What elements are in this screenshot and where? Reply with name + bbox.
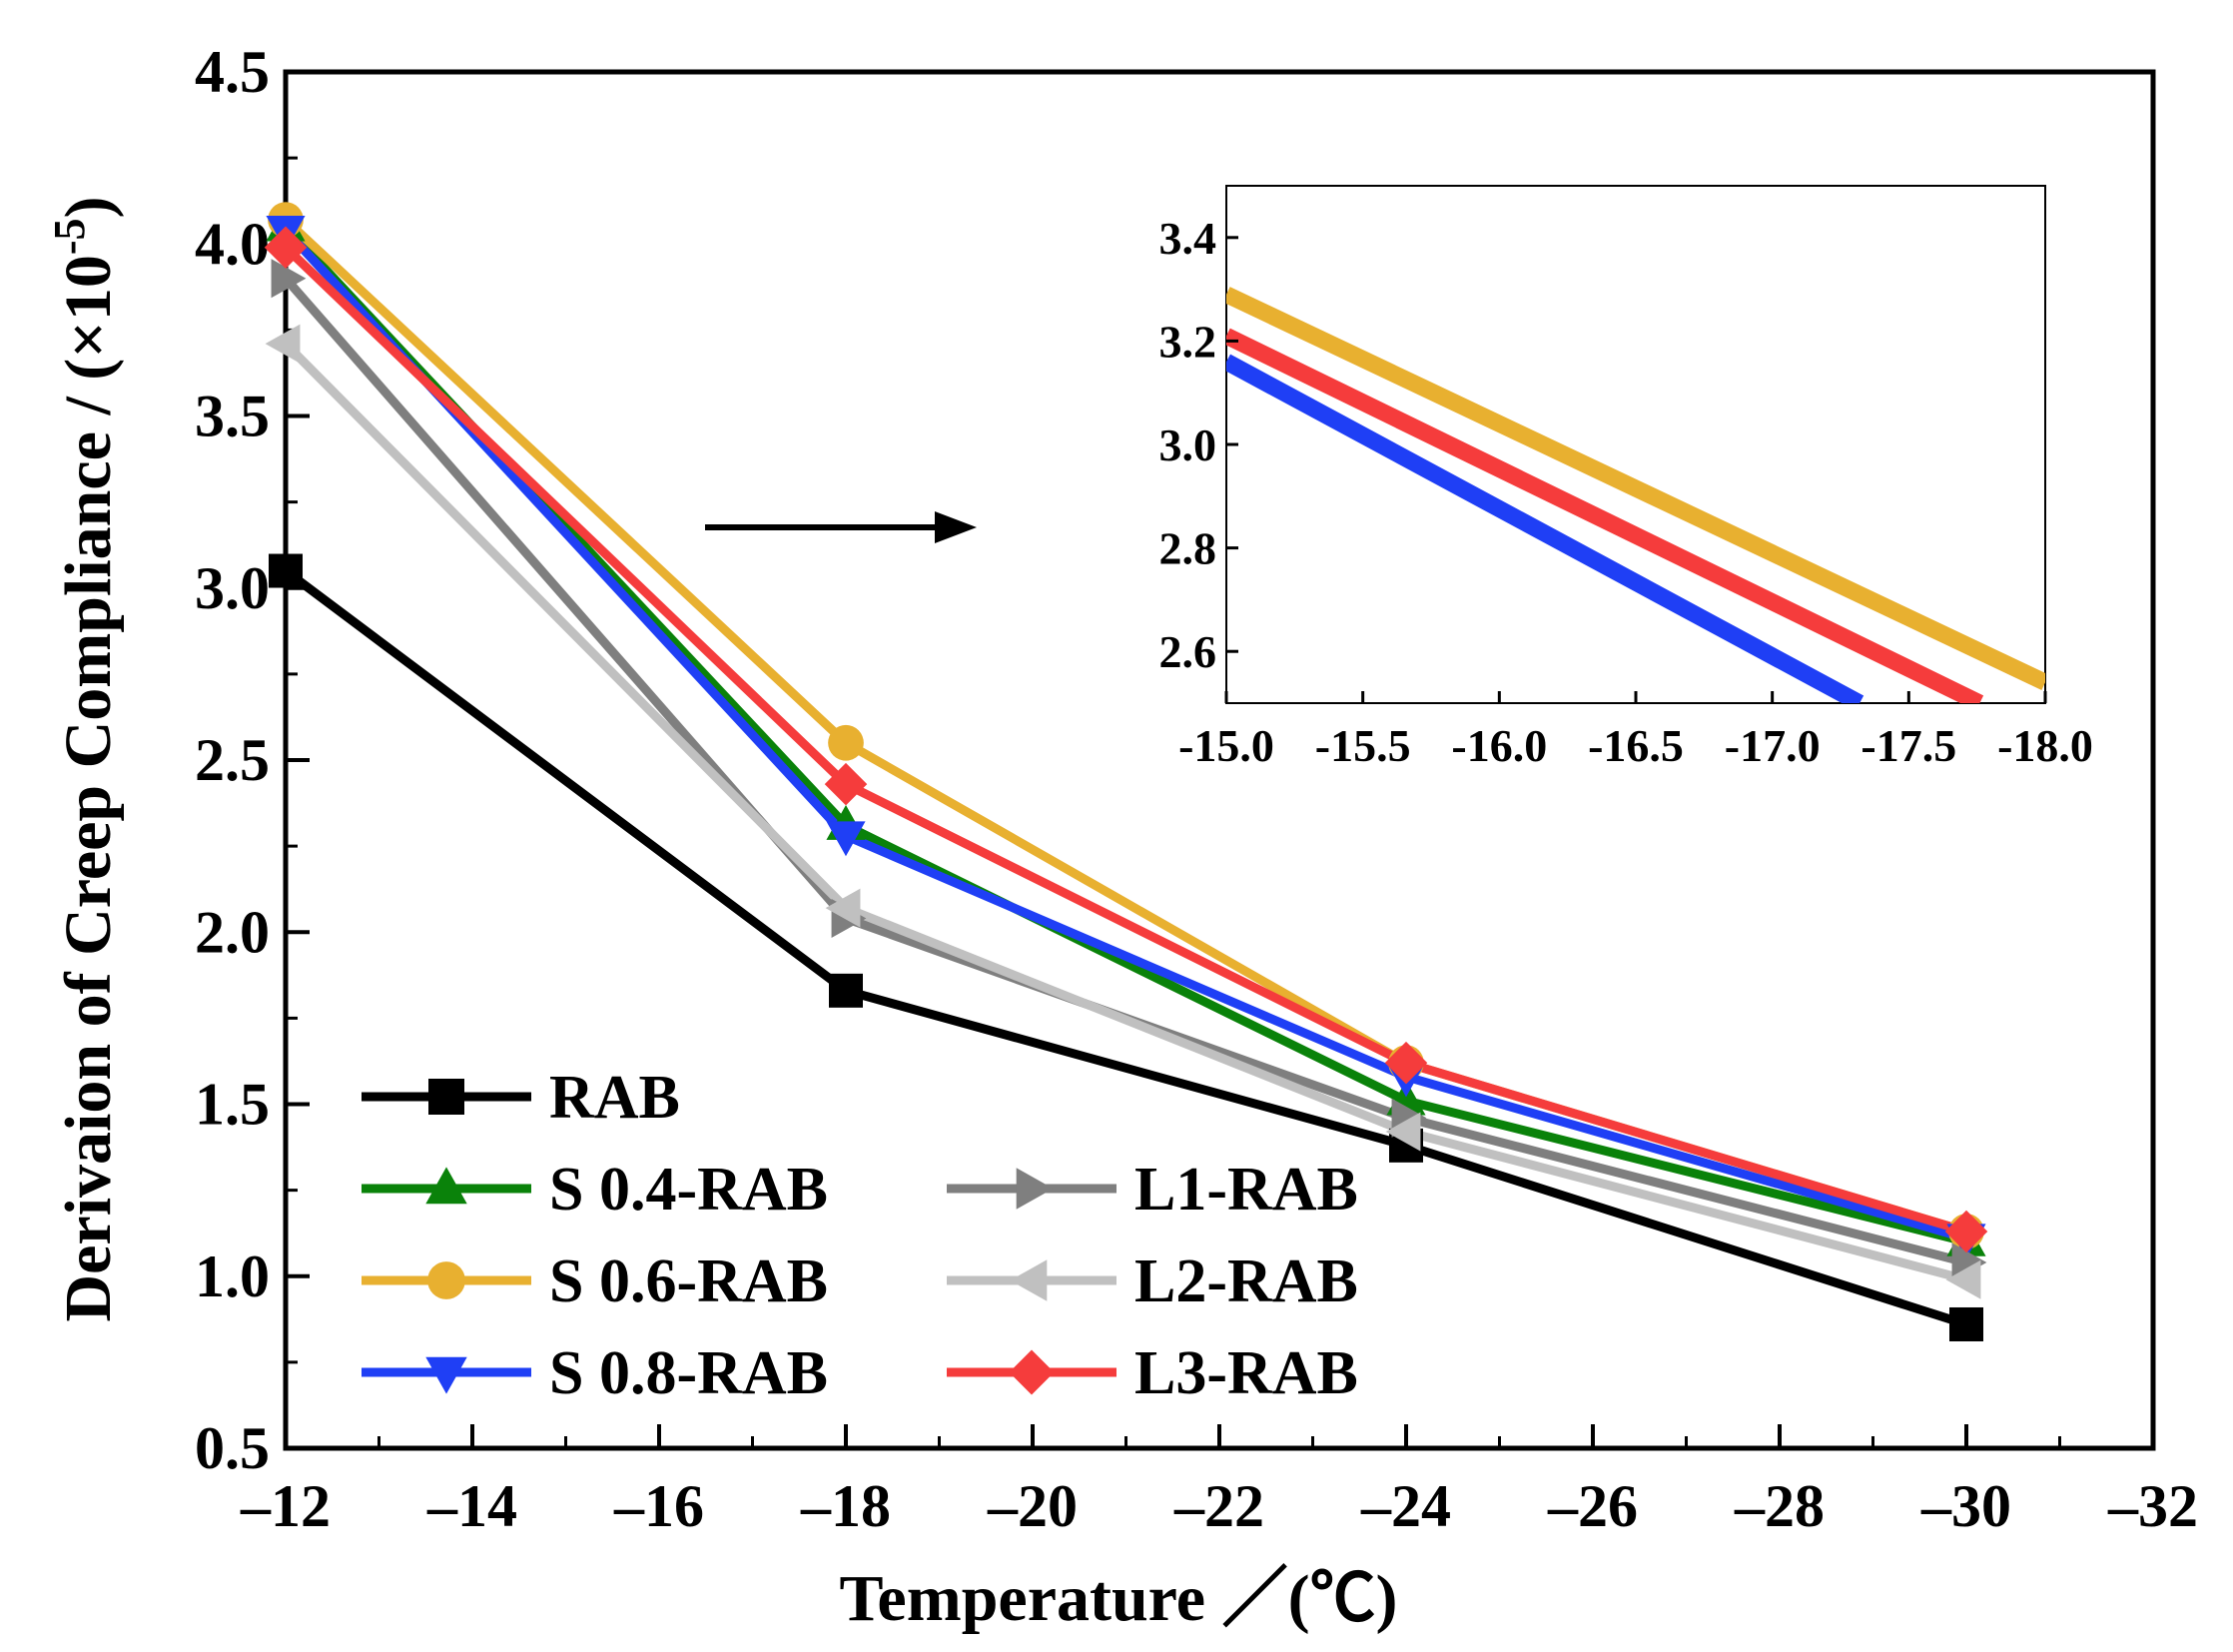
x-tick-label: –32	[2107, 1473, 2198, 1539]
legend-label: S 0.8-RAB	[549, 1339, 828, 1407]
y-tick-label: 3.5	[195, 384, 270, 449]
series-line-s-0-4-rab	[286, 222, 1971, 1246]
y-axis-title: Derivaion of Creep Compliance / (×10-5)	[45, 196, 125, 1321]
inset-x-tick-label: -16.0	[1451, 720, 1547, 771]
legend-marker	[1016, 1168, 1054, 1210]
legend-marker	[425, 1356, 467, 1394]
y-axis-title-exponent: -5	[45, 218, 94, 255]
x-axis-title: Temperature ／(℃)	[839, 1562, 1397, 1635]
legend-marker	[1009, 1349, 1055, 1395]
data-point-rab	[829, 973, 863, 1008]
data-point-l3-rab	[1384, 1041, 1428, 1085]
data-point-rab	[269, 553, 303, 588]
legend-marker	[428, 1079, 464, 1115]
legend-item-s-0-8-rab: S 0.8-RAB	[362, 1339, 828, 1407]
legend-marker	[427, 1261, 465, 1299]
x-tick-label: –28	[1734, 1473, 1825, 1539]
x-tick-label: –14	[426, 1473, 517, 1539]
y-tick-label: 4.0	[195, 211, 270, 277]
data-point-s-0-8-rab	[826, 821, 866, 857]
data-point-l1-rab	[271, 259, 307, 299]
data-point-l3-rab	[1944, 1210, 1988, 1253]
y-tick-label: 4.5	[195, 39, 270, 105]
inset-x-tick-label: -18.0	[1997, 720, 2093, 771]
main-markers	[264, 202, 1988, 1341]
legend-item-l1-rab: L1-RAB	[947, 1156, 1358, 1224]
legend-item-rab: RAB	[362, 1064, 680, 1132]
y-axis-title-close: )	[52, 196, 125, 218]
data-point-l3-rab	[824, 762, 868, 806]
inset-x-tick-label: -15.0	[1178, 720, 1274, 771]
legend-item-l2-rab: L2-RAB	[947, 1247, 1358, 1315]
main-ticks: –12 –14 –16 –18 –20 –22 –24 –26 –28 –30 –32 0.5 1.0 1…	[195, 39, 2198, 1539]
data-point-l2-rab	[265, 324, 301, 364]
legend-label: L3-RAB	[1134, 1339, 1358, 1407]
x-tick-label: –24	[1360, 1473, 1451, 1539]
data-point-s-0-6-rab	[828, 724, 864, 761]
legend-label: L1-RAB	[1134, 1156, 1358, 1224]
legend-marker	[425, 1167, 467, 1205]
inset-y-tick-label: 2.6	[1159, 626, 1217, 677]
series-line-s-0-8-rab	[286, 225, 1971, 1243]
series-line-l3-rab	[286, 243, 1971, 1237]
y-tick-label: 2.0	[195, 899, 270, 965]
y-tick-label: 1.5	[195, 1072, 270, 1138]
legend-item-s-0-4-rab: S 0.4-RAB	[362, 1156, 828, 1224]
inset-series	[1226, 287, 2045, 703]
y-tick-label: 3.0	[195, 555, 270, 621]
inset-line-s-0-6-rab	[1226, 287, 2045, 690]
inset-y-tick-label: 3.2	[1159, 316, 1217, 367]
legend-item-s-0-6-rab: S 0.6-RAB	[362, 1247, 828, 1315]
legend-label: L2-RAB	[1134, 1247, 1358, 1315]
legend-marker	[1010, 1259, 1048, 1301]
inset-x-tick-label: -17.0	[1725, 720, 1821, 771]
data-point-l2-rab	[1385, 1112, 1421, 1152]
inset-y-tick-label: 2.8	[1159, 523, 1217, 574]
legend-label: S 0.4-RAB	[549, 1156, 828, 1224]
y-axis-title-main: Derivaion of Creep Compliance / (×10	[52, 255, 125, 1321]
legend-label: S 0.6-RAB	[549, 1247, 828, 1315]
inset-pointer-arrow	[705, 511, 977, 543]
x-tick-label: –20	[987, 1473, 1078, 1539]
data-point-l2-rab	[825, 888, 861, 928]
inset-x-tick-label: -15.5	[1315, 720, 1411, 771]
legend: RAB S 0.4-RAB S 0.6-RAB S 0.8-RAB L1-RAB L2-R…	[362, 1064, 1358, 1407]
inset-y-tick-label: 3.0	[1159, 419, 1217, 470]
main-series	[286, 215, 1971, 1329]
inset-ticks: -15.0 -15.5 -16.0 -16.5 -17.0 -17.5 -18.0 2.6 2.…	[1159, 213, 2093, 771]
data-point-l3-rab	[264, 226, 308, 269]
data-point-l2-rab	[1945, 1259, 1981, 1299]
x-tick-label: –30	[1920, 1473, 2011, 1539]
y-tick-label: 1.0	[195, 1243, 270, 1309]
y-tick-label: 2.5	[195, 727, 270, 793]
inset-x-tick-label: -16.5	[1588, 720, 1684, 771]
x-tick-label: –26	[1547, 1473, 1638, 1539]
x-tick-label: –12	[240, 1473, 331, 1539]
legend-label: RAB	[549, 1064, 680, 1132]
inset-y-tick-label: 3.4	[1159, 213, 1217, 264]
data-point-rab	[1949, 1306, 1983, 1341]
y-tick-label: 0.5	[195, 1415, 270, 1481]
x-tick-label: –18	[800, 1473, 891, 1539]
x-tick-label: –16	[613, 1473, 704, 1539]
series-line-l2-rab	[286, 339, 1971, 1284]
x-tick-label: –22	[1173, 1473, 1264, 1539]
inset-line-s-0-8-rab	[1226, 354, 1864, 703]
legend-item-l3-rab: L3-RAB	[947, 1339, 1358, 1407]
series-line-rab	[286, 566, 1971, 1329]
inset-line-l3-rab	[1226, 328, 1984, 703]
inset-x-tick-label: -17.5	[1861, 720, 1956, 771]
